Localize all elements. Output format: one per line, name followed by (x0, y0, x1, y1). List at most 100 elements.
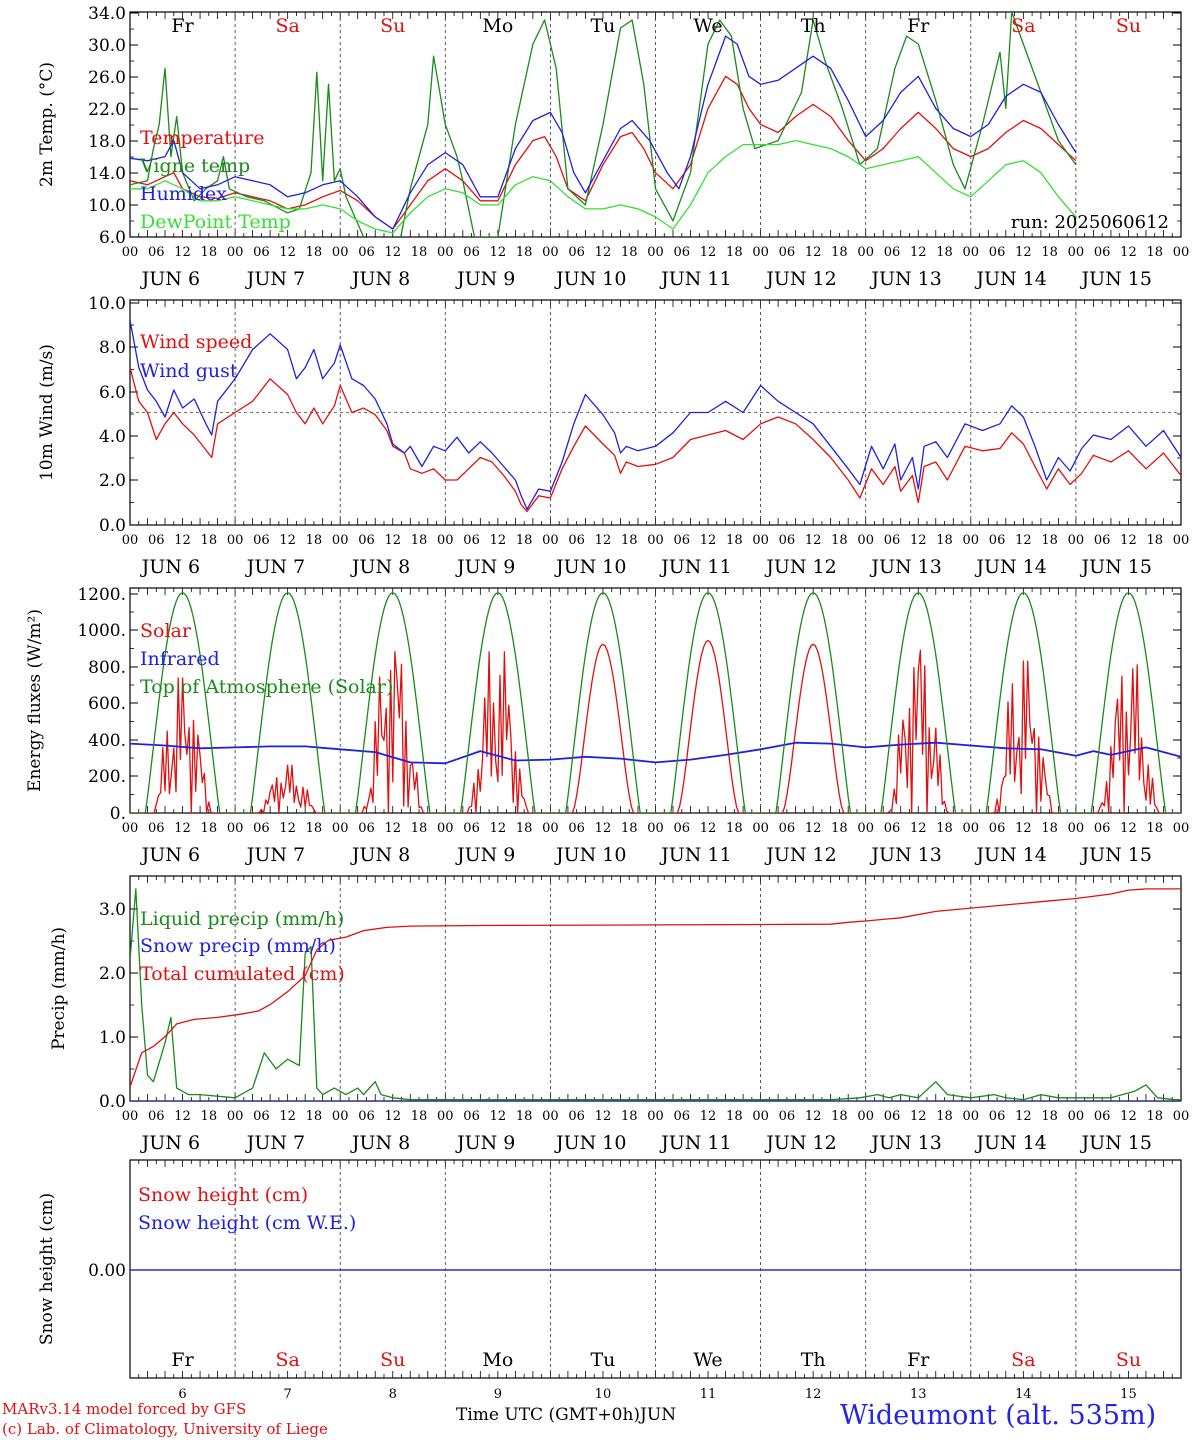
weekday-label: Tu (590, 1349, 615, 1371)
date-label: JUN 6 (140, 268, 200, 290)
hour-label: 00 (1068, 821, 1085, 836)
hour-label: 12 (1120, 245, 1137, 260)
hour-label: 18 (1041, 245, 1058, 260)
hour-label: 18 (411, 533, 428, 548)
weekday-label: Su (380, 15, 405, 37)
day-number-label: 9 (494, 1387, 502, 1402)
y-tick-label: 0.0 (99, 516, 126, 536)
hour-label: 06 (884, 533, 901, 548)
date-label: JUN 15 (1080, 556, 1152, 578)
date-label: JUN 9 (455, 268, 515, 290)
hour-label: 06 (779, 533, 796, 548)
legend-label: Temperature (140, 127, 264, 149)
hour-label: 12 (384, 1109, 401, 1124)
hour-label: 12 (805, 245, 822, 260)
hour-label: 12 (1120, 821, 1137, 836)
hour-label: 06 (253, 533, 270, 548)
hour-label: 18 (621, 533, 638, 548)
hour-label: 12 (700, 533, 717, 548)
plot-area (130, 592, 1181, 813)
hour-label: 06 (1094, 1109, 1111, 1124)
hour-label: 06 (674, 533, 691, 548)
date-label: JUN 15 (1080, 844, 1152, 866)
date-label: JUN 9 (455, 556, 515, 578)
y-tick-label: 2.0 (99, 964, 126, 984)
hour-label: 18 (1146, 245, 1163, 260)
hour-label: 00 (227, 533, 244, 548)
y-tick-label: 1200. (77, 585, 126, 605)
hour-label: 18 (936, 245, 953, 260)
hour-label: 18 (831, 245, 848, 260)
hour-label: 12 (910, 245, 927, 260)
date-label: JUN 8 (350, 1132, 410, 1154)
y-axis-label: Precip (mm/h) (49, 927, 69, 1050)
hour-label: 12 (174, 1109, 191, 1124)
hour-label: 18 (201, 245, 218, 260)
hour-label: 00 (752, 821, 769, 836)
hour-label: 12 (490, 821, 507, 836)
hour-label: 00 (542, 821, 559, 836)
hour-label: 00 (963, 245, 980, 260)
y-tick-label: 1.0 (99, 1028, 126, 1048)
hour-label: 00 (227, 1109, 244, 1124)
hour-label: 00 (752, 245, 769, 260)
weekday-label: Tu (590, 15, 615, 37)
hour-label: 12 (279, 533, 296, 548)
day-number-label: 7 (284, 1387, 292, 1402)
hour-label: 06 (989, 1109, 1006, 1124)
y-tick-label: 2.0 (99, 471, 126, 491)
date-label: JUN 10 (554, 268, 626, 290)
y-axis-label: Snow height (cm) (37, 1193, 57, 1345)
legend-label: Wind speed (140, 331, 252, 353)
hour-label: 12 (1015, 821, 1032, 836)
hour-label: 12 (805, 821, 822, 836)
hour-label: 06 (989, 245, 1006, 260)
date-label: JUN 7 (245, 1132, 305, 1154)
date-label: JUN 11 (659, 268, 731, 290)
series-line (130, 75, 1077, 230)
weekday-label: Sa (275, 15, 299, 37)
hour-label: 18 (1146, 533, 1163, 548)
hour-label: 18 (621, 245, 638, 260)
hour-label: 12 (910, 1109, 927, 1124)
hour-label: 00 (227, 821, 244, 836)
hour-label: 18 (726, 533, 743, 548)
hour-label: 06 (779, 245, 796, 260)
hour-label: 12 (1015, 533, 1032, 548)
series-line (130, 888, 1181, 1101)
weekday-label: Su (1116, 1349, 1141, 1371)
date-label: JUN 13 (869, 1132, 941, 1154)
date-label: JUN 10 (554, 1132, 626, 1154)
date-label: JUN 8 (350, 556, 410, 578)
date-label: JUN 7 (245, 556, 305, 578)
hour-label: 00 (857, 533, 874, 548)
series-line (130, 888, 1181, 1088)
hour-label: 12 (279, 821, 296, 836)
y-tick-label: 6.0 (99, 383, 126, 403)
date-label: JUN 6 (140, 844, 200, 866)
date-label: JUN 12 (764, 268, 836, 290)
hour-label: 06 (148, 821, 165, 836)
hour-label: 06 (358, 821, 375, 836)
hour-label: 06 (779, 1109, 796, 1124)
y-tick-label: 8.0 (99, 338, 126, 358)
hour-label: 00 (542, 533, 559, 548)
hour-label: 00 (332, 245, 349, 260)
weekday-label: Sa (275, 1349, 299, 1371)
hour-label: 18 (936, 821, 953, 836)
hour-label: 00 (752, 533, 769, 548)
hour-label: 18 (516, 245, 533, 260)
y-tick-label: 0. (110, 804, 126, 824)
legend-label: DewPoint Temp (140, 211, 291, 233)
hour-label: 12 (595, 245, 612, 260)
y-tick-label: 26.0 (88, 68, 126, 88)
hour-label: 18 (726, 245, 743, 260)
hour-label: 06 (463, 533, 480, 548)
x-axis-label: Time UTC (GMT+0h) (456, 1405, 641, 1425)
weekday-label: Sa (1011, 1349, 1035, 1371)
y-tick-label: 30.0 (88, 36, 126, 56)
y-tick-label: 14.0 (88, 164, 126, 184)
hour-label: 00 (647, 245, 664, 260)
hour-label: 18 (726, 821, 743, 836)
